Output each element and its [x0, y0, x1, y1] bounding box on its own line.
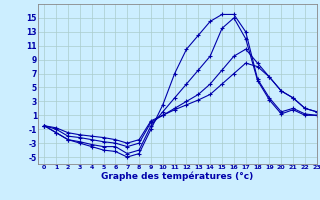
- X-axis label: Graphe des températures (°c): Graphe des températures (°c): [101, 172, 254, 181]
